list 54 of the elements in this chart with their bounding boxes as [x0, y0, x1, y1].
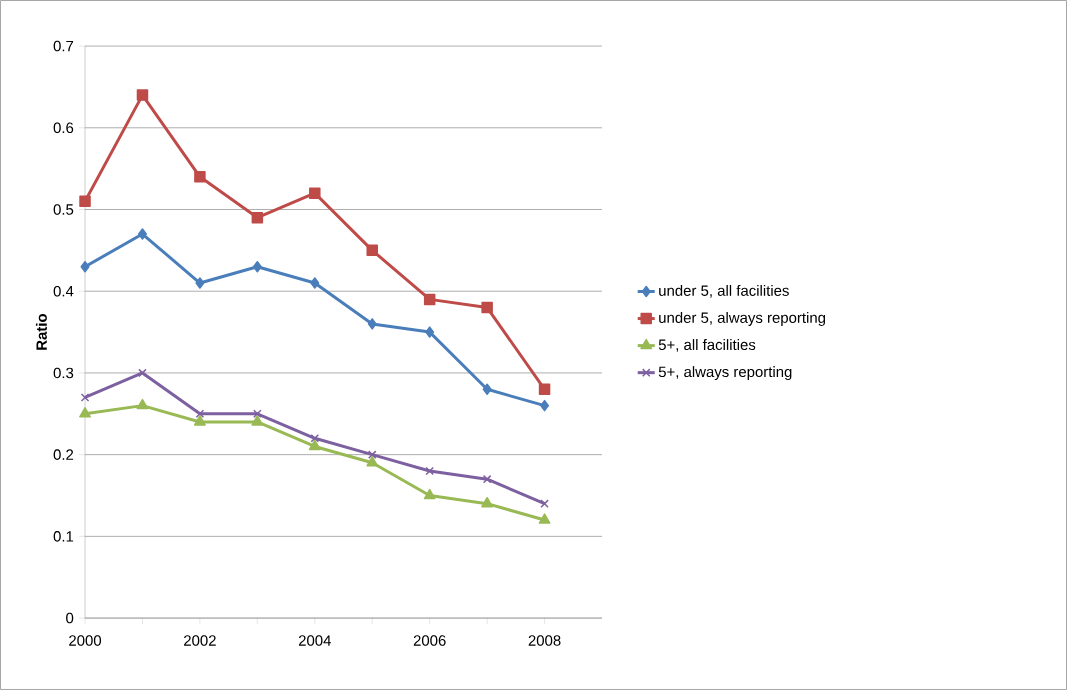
legend-label: 5+, always reporting [658, 366, 792, 381]
x-tick-label: 2002 [184, 635, 216, 646]
y-tick-label: 0.5 [53, 204, 74, 215]
point [367, 450, 377, 459]
point [481, 301, 493, 314]
y-tick-label: 0.4 [53, 285, 74, 297]
y-tick-label: 0.6 [53, 122, 74, 134]
legend-label: under 5, all facilities [659, 284, 789, 298]
point [193, 415, 206, 426]
point [366, 244, 378, 257]
point [253, 409, 262, 419]
point [366, 456, 379, 467]
point [80, 260, 90, 273]
point [425, 466, 434, 476]
y-tick-label: 0.2 [53, 449, 74, 460]
point [195, 277, 205, 289]
y-tick-label: 0.3 [53, 367, 74, 379]
point [79, 407, 91, 418]
point [80, 393, 90, 402]
point [540, 399, 550, 412]
point [136, 398, 149, 410]
point [79, 195, 91, 208]
point [308, 439, 321, 451]
point [251, 211, 264, 224]
legend-label: 5+, all facilities [658, 339, 756, 352]
y-tick-label: 0.7 [53, 40, 74, 52]
point [138, 368, 147, 378]
legend-label: under 5, always reporting [659, 312, 826, 326]
point [251, 415, 264, 426]
point [310, 434, 320, 443]
point [538, 383, 551, 396]
point [309, 187, 321, 199]
point [423, 488, 436, 500]
y-tick-label: 0 [66, 612, 74, 624]
point [310, 277, 320, 289]
x-tick-label: 2000 [69, 635, 102, 646]
y-tick-label: 0.1 [53, 531, 74, 542]
point [137, 228, 147, 240]
point [367, 318, 377, 330]
point [481, 496, 494, 508]
x-tick-label: 2006 [413, 635, 446, 646]
point [423, 293, 436, 306]
x-tick-label: 2008 [528, 635, 561, 646]
point [425, 326, 435, 338]
point [136, 89, 149, 101]
point [252, 260, 262, 273]
y-axis-title: Ratio [35, 313, 47, 350]
point [482, 383, 492, 396]
point [195, 409, 205, 419]
point [194, 171, 206, 183]
point [482, 474, 492, 484]
x-tick-label: 2004 [298, 635, 331, 646]
point [538, 513, 551, 524]
point [540, 499, 549, 508]
